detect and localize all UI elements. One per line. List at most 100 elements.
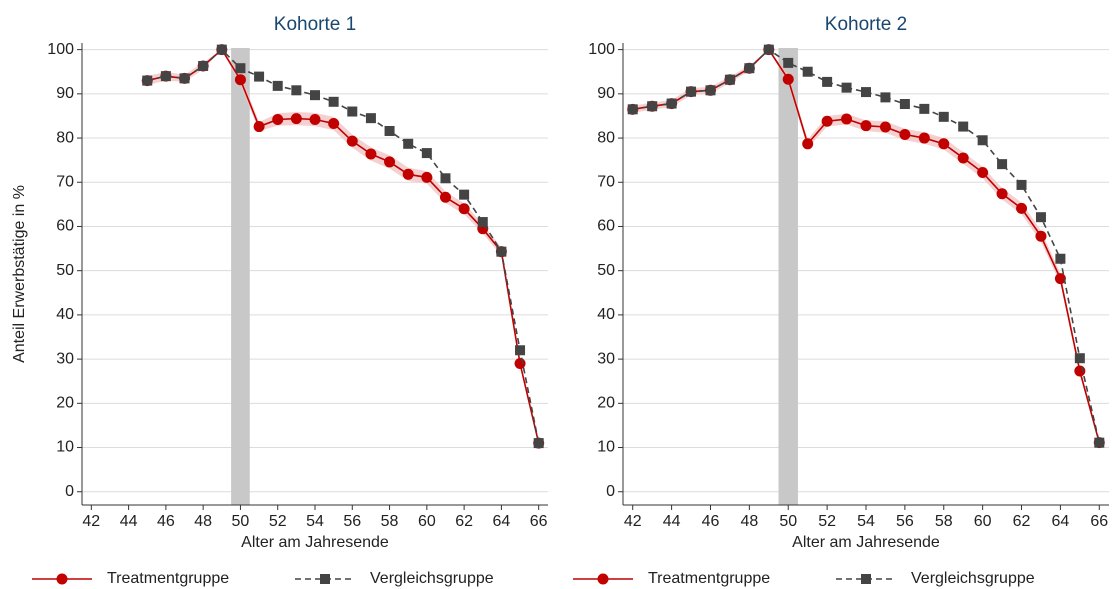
x-tick-label: 42 <box>82 513 100 530</box>
y-tick-label: 60 <box>56 218 74 235</box>
circle-marker <box>309 113 321 125</box>
square-marker <box>744 63 755 74</box>
square-marker <box>802 66 813 77</box>
square-marker <box>919 103 930 114</box>
circle-marker <box>514 358 526 370</box>
legend-marker <box>56 573 68 585</box>
square-marker <box>291 85 302 96</box>
square-marker <box>880 92 891 103</box>
circle-marker <box>1054 273 1066 285</box>
circle-marker <box>1016 202 1028 214</box>
series-line <box>147 48 540 444</box>
x-tick-label: 56 <box>896 513 914 530</box>
circle-marker <box>234 74 246 86</box>
x-tick-label: 46 <box>157 513 175 530</box>
x-tick-label: 44 <box>663 513 681 530</box>
x-tick-label: 58 <box>935 513 953 530</box>
square-marker <box>1035 212 1046 223</box>
circle-marker <box>821 115 833 127</box>
y-tick-label: 90 <box>56 85 74 102</box>
square-marker <box>421 148 432 159</box>
square-marker <box>705 85 716 96</box>
series-line <box>632 48 1101 443</box>
x-tick-label: 48 <box>740 513 758 530</box>
x-axis-label: Alter am Jahresende <box>792 534 940 551</box>
x-tick-label: 66 <box>1090 513 1108 530</box>
circle-marker <box>957 152 969 164</box>
y-tick-label: 70 <box>56 173 74 190</box>
y-tick-label: 70 <box>597 173 615 190</box>
x-tick-label: 60 <box>974 513 992 530</box>
square-marker <box>1016 179 1027 190</box>
y-axis-label: Anteil Erwerbstätige in % <box>11 185 28 363</box>
x-tick-label: 48 <box>194 513 212 530</box>
legend-label: Vergleichsgruppe <box>911 570 1035 587</box>
y-tick-label: 30 <box>56 350 74 367</box>
x-tick-label: 50 <box>232 513 250 530</box>
y-tick-label: 0 <box>606 483 615 500</box>
square-marker <box>822 76 833 87</box>
square-marker <box>627 104 638 115</box>
y-tick-label: 50 <box>56 262 74 279</box>
square-marker <box>384 125 395 136</box>
square-marker <box>938 111 949 122</box>
x-tick-label: 44 <box>120 513 138 530</box>
legend-label: Vergleichsgruppe <box>370 570 494 587</box>
x-tick-label: 58 <box>381 513 399 530</box>
square-marker <box>533 438 544 449</box>
square-marker <box>1074 353 1085 364</box>
square-marker <box>783 57 794 68</box>
square-marker <box>459 189 470 200</box>
y-tick-label: 20 <box>597 395 615 412</box>
y-tick-label: 30 <box>597 350 615 367</box>
y-tick-label: 10 <box>56 439 74 456</box>
circle-marker <box>860 120 872 132</box>
series-line <box>632 48 1101 443</box>
circle-marker <box>879 121 891 133</box>
square-marker <box>997 159 1008 170</box>
square-marker <box>365 113 376 124</box>
y-tick-label: 100 <box>47 41 74 58</box>
x-tick-label: 54 <box>857 513 875 530</box>
x-tick-label: 42 <box>624 513 642 530</box>
y-tick-label: 90 <box>597 85 615 102</box>
y-tick-label: 80 <box>56 129 74 146</box>
square-marker <box>686 86 697 97</box>
square-marker <box>440 173 451 184</box>
x-tick-label: 62 <box>1013 513 1031 530</box>
y-tick-label: 100 <box>588 41 615 58</box>
square-marker <box>328 96 339 107</box>
y-tick-label: 60 <box>597 218 615 235</box>
x-tick-label: 46 <box>702 513 720 530</box>
circle-marker <box>290 113 302 125</box>
square-marker <box>198 60 209 71</box>
y-tick-label: 20 <box>56 395 74 412</box>
square-marker <box>216 44 227 55</box>
circle-marker <box>421 171 433 183</box>
y-tick-label: 50 <box>597 262 615 279</box>
chart-title: Kohorte 1 <box>274 14 356 35</box>
legend-marker <box>597 573 609 585</box>
x-tick-label: 54 <box>306 513 324 530</box>
square-marker <box>235 63 246 74</box>
chart-title: Kohorte 2 <box>825 14 907 35</box>
circle-marker <box>439 191 451 203</box>
square-marker <box>477 217 488 228</box>
square-marker <box>179 73 190 84</box>
circle-marker <box>402 168 414 180</box>
circle-marker <box>782 73 794 85</box>
circle-marker <box>918 132 930 144</box>
square-marker <box>496 246 507 257</box>
y-tick-label: 80 <box>597 129 615 146</box>
confidence-band <box>147 49 539 445</box>
y-tick-label: 40 <box>56 306 74 323</box>
square-marker <box>977 135 988 146</box>
square-marker <box>899 99 910 110</box>
legend-marker <box>320 574 330 584</box>
square-marker <box>861 87 871 98</box>
square-marker <box>254 71 265 82</box>
circle-marker <box>977 167 989 179</box>
circle-marker <box>365 148 377 160</box>
y-tick-label: 40 <box>597 306 615 323</box>
